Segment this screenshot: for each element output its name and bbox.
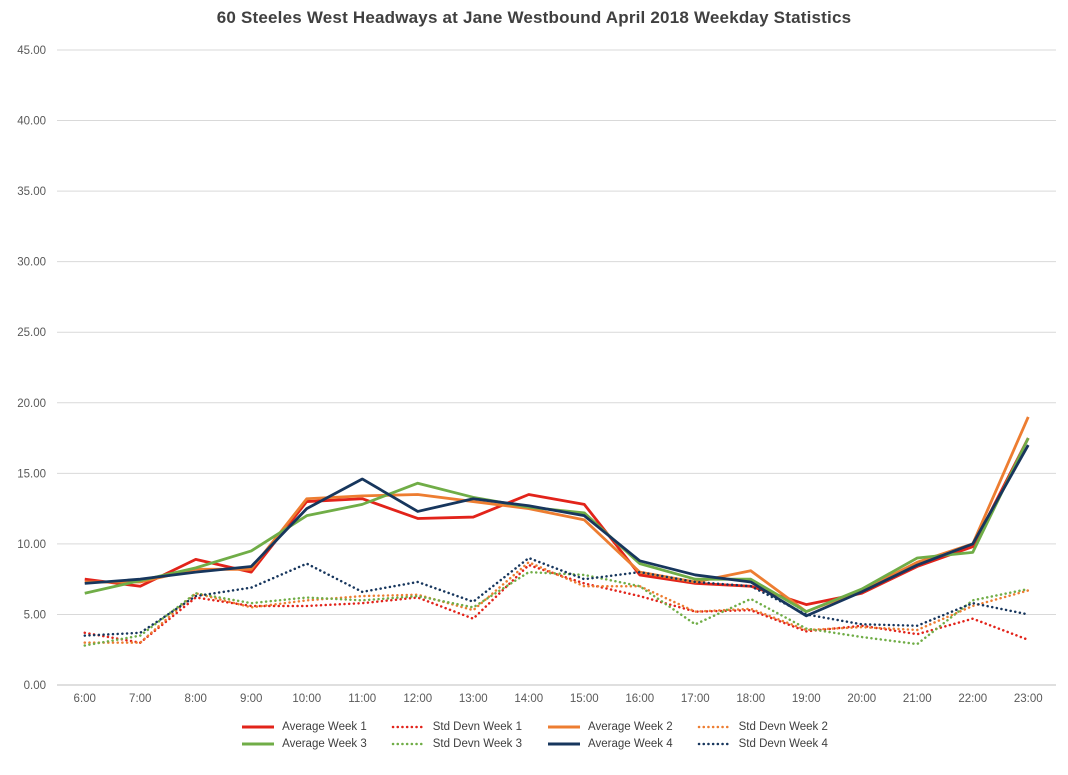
y-axis-tick-label: 30.00 <box>17 257 46 269</box>
y-axis-tick-label: 25.00 <box>17 327 46 339</box>
legend-swatch-dotted <box>697 725 732 729</box>
y-axis-tick-label: 35.00 <box>17 186 46 198</box>
chart-title: 60 Steeles West Headways at Jane Westbou… <box>216 8 852 27</box>
legend-item-average-week-2: Average Week 2 <box>546 721 673 733</box>
y-axis-tick-label: 5.00 <box>24 609 46 621</box>
x-axis-tick-label: 6:00 <box>74 693 96 705</box>
x-axis-tick-label: 19:00 <box>792 693 821 705</box>
legend-label: Std Devn Week 2 <box>738 721 828 733</box>
y-axis-tick-label: 0.00 <box>24 680 46 692</box>
x-axis-tick-label: 10:00 <box>292 693 321 705</box>
legend-label: Average Week 3 <box>282 738 367 750</box>
x-axis-tick-label: 22:00 <box>958 693 987 705</box>
legend-swatch-dotted <box>391 742 426 746</box>
legend-item-average-week-3: Average Week 3 <box>240 738 367 750</box>
x-axis-tick-label: 12:00 <box>403 693 432 705</box>
legend-label: Average Week 4 <box>588 738 673 750</box>
series-line-std-devn-week-3 <box>83 570 1030 647</box>
x-axis-tick-label: 8:00 <box>185 693 207 705</box>
legend-item-std-devn-week-2: Std Devn Week 2 <box>697 721 828 733</box>
series-line-average-week-2 <box>84 416 1030 614</box>
series-line-average-week-3 <box>84 437 1030 614</box>
x-axis-tick-label: 7:00 <box>129 693 151 705</box>
legend: Average Week 1 Std Devn Week 1 Average Wee… <box>0 721 1068 750</box>
x-axis-tick-label: 20:00 <box>847 693 876 705</box>
plot-area: 45.00 40.00 35.00 30.00 25.00 20.00 15.00 10.00… <box>17 45 1056 705</box>
y-axis-tick-label: 45.00 <box>17 45 46 57</box>
x-axis-tick-label: 11:00 <box>348 693 376 705</box>
legend-item-std-devn-week-1: Std Devn Week 1 <box>391 721 522 733</box>
y-axis-tick-label: 20.00 <box>17 398 46 410</box>
y-axis-tick-label: 40.00 <box>17 116 46 128</box>
x-axis-tick-label: 17:00 <box>681 693 710 705</box>
x-axis-tick-label: 23:00 <box>1014 693 1043 705</box>
legend-label: Std Devn Week 3 <box>432 738 522 750</box>
series-line-std-devn-week-2 <box>83 560 1030 644</box>
legend-row: Average Week 1 Std Devn Week 1 Average Wee… <box>240 721 828 733</box>
series-line-std-devn-week-4 <box>83 556 1030 637</box>
legend-swatch-dotted <box>391 725 426 729</box>
legend-item-std-devn-week-3: Std Devn Week 3 <box>391 738 522 750</box>
y-axis-tick-label: 10.00 <box>17 539 46 551</box>
legend-swatch-dotted <box>697 742 732 746</box>
legend-swatch-solid <box>242 725 275 729</box>
legend-swatch-solid <box>548 742 580 746</box>
legend-label: Std Devn Week 4 <box>738 738 828 750</box>
legend-swatch-solid <box>548 725 580 729</box>
legend-swatch-solid <box>242 742 275 746</box>
x-axis-tick-label: 13:00 <box>459 693 488 705</box>
x-axis-tick-label: 9:00 <box>240 693 262 705</box>
x-axis-tick-label: 16:00 <box>625 693 654 705</box>
legend-row: Average Week 3 Std Devn Week 3 Average Wee… <box>240 738 828 750</box>
series-line-average-week-4 <box>84 444 1030 618</box>
x-axis-tick-label: 18:00 <box>736 693 765 705</box>
x-axis-tick-label: 14:00 <box>514 693 543 705</box>
legend-label: Std Devn Week 1 <box>432 721 522 733</box>
legend-label: Average Week 2 <box>588 721 673 733</box>
legend-item-std-devn-week-4: Std Devn Week 4 <box>697 738 828 750</box>
x-axis-tick-label: 21:00 <box>903 693 932 705</box>
x-axis-tick-label: 15:00 <box>570 693 599 705</box>
legend-item-average-week-4: Average Week 4 <box>546 738 673 750</box>
legend-item-average-week-1: Average Week 1 <box>240 721 367 733</box>
legend-label: Average Week 1 <box>282 721 367 733</box>
y-axis-tick-label: 15.00 <box>17 468 46 480</box>
